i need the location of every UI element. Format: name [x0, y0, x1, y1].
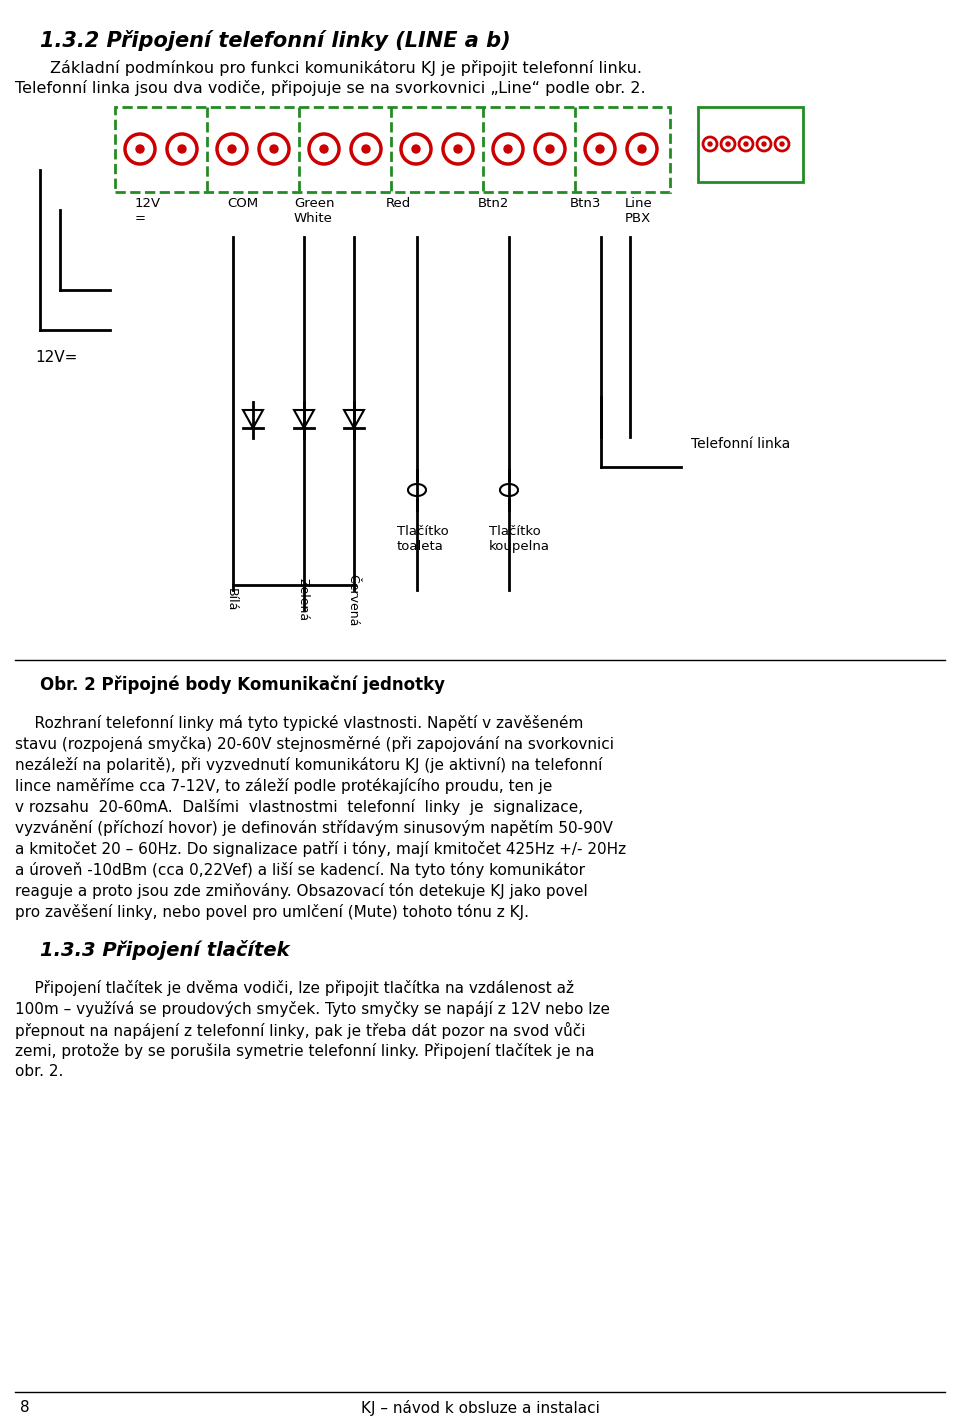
- Circle shape: [136, 145, 144, 154]
- Text: COM: COM: [227, 198, 258, 210]
- Text: Červená: Červená: [346, 574, 359, 626]
- Text: reaguje a proto jsou zde zmiňovány. Obsazovací tón detekuje KJ jako povel: reaguje a proto jsou zde zmiňovány. Obsa…: [15, 883, 588, 899]
- Circle shape: [412, 145, 420, 154]
- Text: Rozhraní telefonní linky má tyto typické vlastnosti. Napětí v zavěšeném: Rozhraní telefonní linky má tyto typické…: [15, 715, 584, 731]
- Circle shape: [744, 142, 748, 146]
- Circle shape: [638, 145, 646, 154]
- Circle shape: [762, 142, 766, 146]
- Text: a úroveň -10dBm (cca 0,22Vef) a liší se kadencí. Na tyto tóny komunikátor: a úroveň -10dBm (cca 0,22Vef) a liší se …: [15, 862, 585, 877]
- Text: zemi, protože by se porušila symetrie telefonní linky. Připojení tlačítek je na: zemi, protože by se porušila symetrie te…: [15, 1042, 594, 1059]
- Circle shape: [726, 142, 730, 146]
- Circle shape: [708, 142, 712, 146]
- Bar: [115, 107, 670, 192]
- Text: a kmitočet 20 – 60Hz. Do signalizace patří i tóny, mají kmitočet 425Hz +/- 20Hz: a kmitočet 20 – 60Hz. Do signalizace pat…: [15, 840, 626, 857]
- Text: Btn3: Btn3: [570, 198, 601, 210]
- Text: obr. 2.: obr. 2.: [15, 1064, 63, 1079]
- Text: lince naměříme cca 7-12V, to záleží podle protékajícího proudu, ten je: lince naměříme cca 7-12V, to záleží podl…: [15, 778, 552, 793]
- Text: Telefonní linka jsou dva vodiče, připojuje se na svorkovnici „Line“ podle obr. 2: Telefonní linka jsou dva vodiče, připoju…: [15, 80, 646, 97]
- Text: 100m – využívá se proudových smyček. Tyto smyčky se napájí z 12V nebo lze: 100m – využívá se proudových smyček. Tyt…: [15, 1001, 610, 1017]
- Text: KJ – návod k obsluze a instalaci: KJ – návod k obsluze a instalaci: [361, 1401, 599, 1416]
- Text: Obr. 2 Připojné body Komunikační jednotky: Obr. 2 Připojné body Komunikační jednotk…: [40, 675, 445, 694]
- Text: Připojení tlačítek je dvěma vodiči, lze připojit tlačítka na vzdálenost až: Připojení tlačítek je dvěma vodiči, lze …: [15, 980, 574, 995]
- Circle shape: [504, 145, 512, 154]
- Circle shape: [546, 145, 554, 154]
- Text: Red: Red: [386, 198, 411, 210]
- Text: Bílá: Bílá: [225, 589, 238, 611]
- Circle shape: [320, 145, 328, 154]
- Text: 1.3.2 Připojení telefonní linky (LINE a b): 1.3.2 Připojení telefonní linky (LINE a …: [40, 30, 511, 51]
- Text: stavu (rozpojená smyčka) 20-60V stejnosměrné (při zapojování na svorkovnici: stavu (rozpojená smyčka) 20-60V stejnosm…: [15, 737, 614, 752]
- Bar: [698, 107, 803, 182]
- Circle shape: [596, 145, 604, 154]
- Text: Green
White: Green White: [294, 198, 334, 225]
- Text: Line
PBX: Line PBX: [625, 198, 653, 225]
- Text: 1.3.3 Připojení tlačítek: 1.3.3 Připojení tlačítek: [40, 940, 290, 960]
- Text: Tlačítko
koupelna: Tlačítko koupelna: [489, 525, 550, 553]
- Circle shape: [270, 145, 278, 154]
- Text: 12V=: 12V=: [35, 350, 78, 365]
- Text: Základní podmínkou pro funkci komunikátoru KJ je připojit telefonní linku.: Základní podmínkou pro funkci komunikáto…: [50, 60, 642, 75]
- Circle shape: [780, 142, 784, 146]
- Text: 8: 8: [20, 1401, 30, 1415]
- Text: Zelená: Zelená: [296, 579, 309, 621]
- Circle shape: [178, 145, 186, 154]
- Text: Btn2: Btn2: [478, 198, 510, 210]
- Text: vyzvánění (příchozí hovor) je definován střídavým sinusovým napětím 50-90V: vyzvánění (příchozí hovor) je definován …: [15, 820, 612, 836]
- Circle shape: [228, 145, 236, 154]
- Text: v rozsahu  20-60mA.  Dalšími  vlastnostmi  telefonní  linky  je  signalizace,: v rozsahu 20-60mA. Dalšími vlastnostmi t…: [15, 799, 583, 815]
- Text: Tlačítko
toaleta: Tlačítko toaleta: [397, 525, 448, 553]
- Text: přepnout na napájení z telefonní linky, pak je třeba dát pozor na svod vůči: přepnout na napájení z telefonní linky, …: [15, 1022, 586, 1039]
- Text: nezáleží na polaritě), při vyzvednutí komunikátoru KJ (je aktivní) na telefonní: nezáleží na polaritě), při vyzvednutí ko…: [15, 757, 602, 774]
- Text: Telefonní linka: Telefonní linka: [691, 437, 790, 451]
- Text: pro zavěšení linky, nebo povel pro umlčení (Mute) tohoto tónu z KJ.: pro zavěšení linky, nebo povel pro umlče…: [15, 904, 529, 920]
- Text: 12V
=: 12V =: [135, 198, 161, 225]
- Circle shape: [454, 145, 462, 154]
- Circle shape: [362, 145, 370, 154]
